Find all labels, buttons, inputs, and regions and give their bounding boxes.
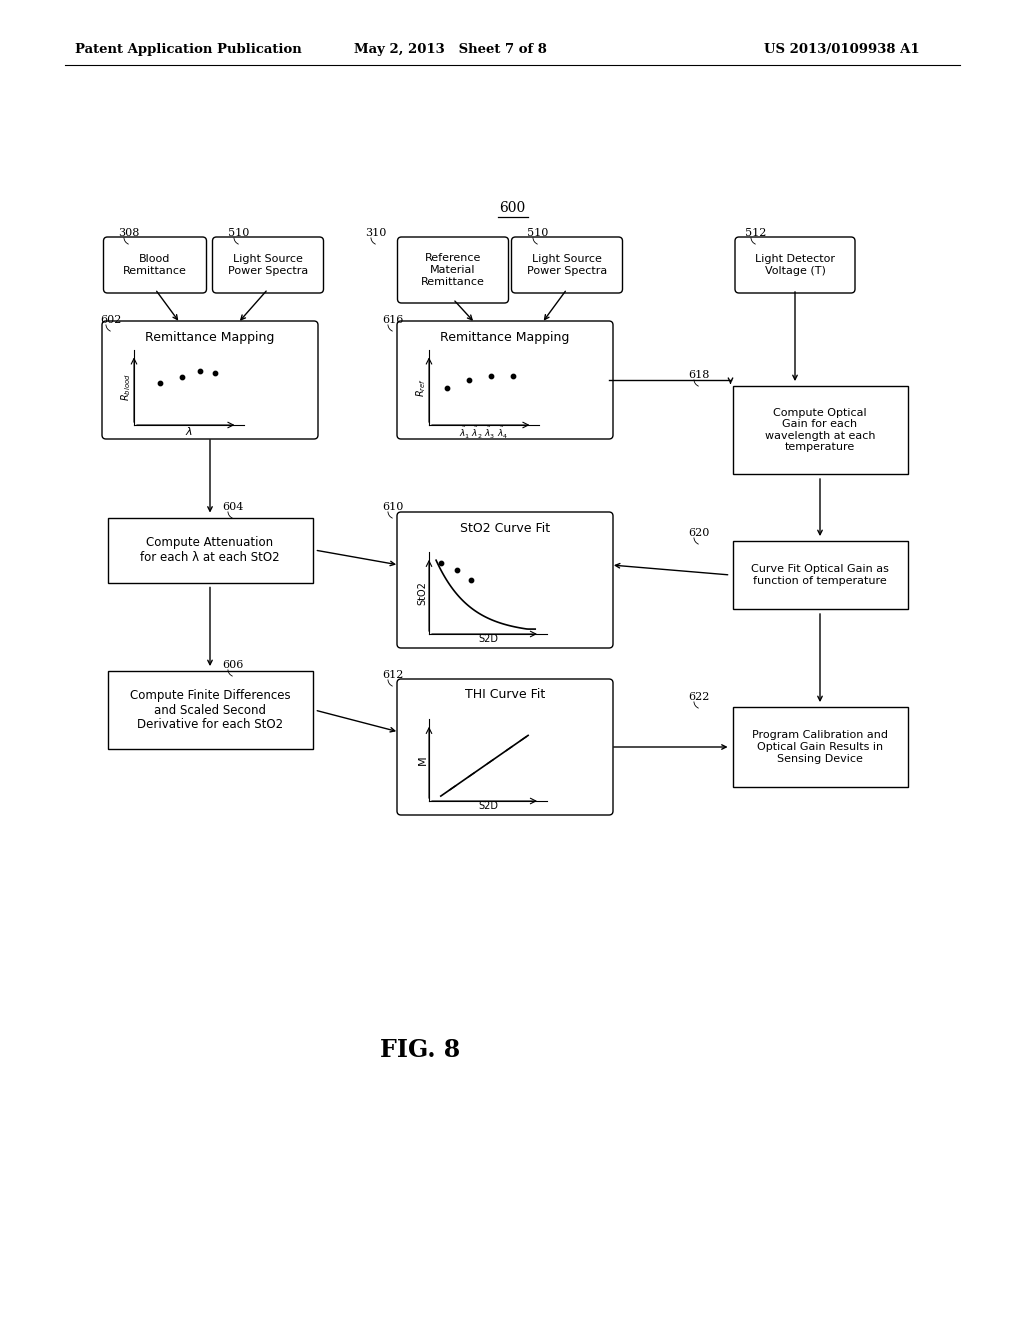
Text: Compute Optical
Gain for each
wavelength at each
temperature: Compute Optical Gain for each wavelength… [765, 408, 876, 453]
Text: 510: 510 [228, 228, 250, 238]
FancyBboxPatch shape [732, 708, 907, 787]
Text: US 2013/0109938 A1: US 2013/0109938 A1 [764, 44, 920, 57]
Text: Light Detector
Voltage (T): Light Detector Voltage (T) [755, 255, 835, 276]
Text: 606: 606 [222, 660, 244, 671]
Text: 620: 620 [688, 528, 710, 539]
Text: 510: 510 [527, 228, 549, 238]
Text: THI Curve Fit: THI Curve Fit [465, 689, 545, 701]
FancyBboxPatch shape [397, 678, 613, 814]
Text: 604: 604 [222, 502, 244, 512]
Text: 600: 600 [499, 201, 525, 215]
Text: 610: 610 [382, 502, 403, 512]
Text: 612: 612 [382, 671, 403, 680]
FancyBboxPatch shape [397, 512, 613, 648]
Text: StO2 Curve Fit: StO2 Curve Fit [460, 521, 550, 535]
Text: Program Calibration and
Optical Gain Results in
Sensing Device: Program Calibration and Optical Gain Res… [752, 730, 888, 763]
FancyBboxPatch shape [397, 321, 613, 440]
Text: 308: 308 [118, 228, 139, 238]
FancyBboxPatch shape [102, 321, 318, 440]
Text: 602: 602 [100, 315, 122, 325]
FancyBboxPatch shape [512, 238, 623, 293]
FancyBboxPatch shape [103, 238, 207, 293]
FancyBboxPatch shape [108, 671, 312, 748]
Text: 622: 622 [688, 692, 710, 702]
FancyBboxPatch shape [108, 517, 312, 582]
Text: FIG. 8: FIG. 8 [380, 1038, 460, 1063]
Text: Remittance Mapping: Remittance Mapping [440, 330, 569, 343]
Text: Compute Attenuation
for each λ at each StO2: Compute Attenuation for each λ at each S… [140, 536, 280, 564]
Text: 616: 616 [382, 315, 403, 325]
Text: Compute Finite Differences
and Scaled Second
Derivative for each StO2: Compute Finite Differences and Scaled Se… [130, 689, 291, 731]
FancyBboxPatch shape [732, 385, 907, 474]
FancyBboxPatch shape [732, 541, 907, 609]
Text: Light Source
Power Spectra: Light Source Power Spectra [228, 255, 308, 276]
Text: 512: 512 [745, 228, 766, 238]
Text: 618: 618 [688, 370, 710, 380]
Text: Light Source
Power Spectra: Light Source Power Spectra [527, 255, 607, 276]
Text: Curve Fit Optical Gain as
function of temperature: Curve Fit Optical Gain as function of te… [751, 564, 889, 586]
FancyBboxPatch shape [213, 238, 324, 293]
FancyBboxPatch shape [397, 238, 509, 304]
Text: May 2, 2013   Sheet 7 of 8: May 2, 2013 Sheet 7 of 8 [353, 44, 547, 57]
Text: Blood
Remittance: Blood Remittance [123, 255, 187, 276]
Text: Patent Application Publication: Patent Application Publication [75, 44, 302, 57]
FancyBboxPatch shape [735, 238, 855, 293]
Text: Reference
Material
Remittance: Reference Material Remittance [421, 253, 485, 286]
Text: Remittance Mapping: Remittance Mapping [145, 330, 274, 343]
Text: 310: 310 [365, 228, 386, 238]
